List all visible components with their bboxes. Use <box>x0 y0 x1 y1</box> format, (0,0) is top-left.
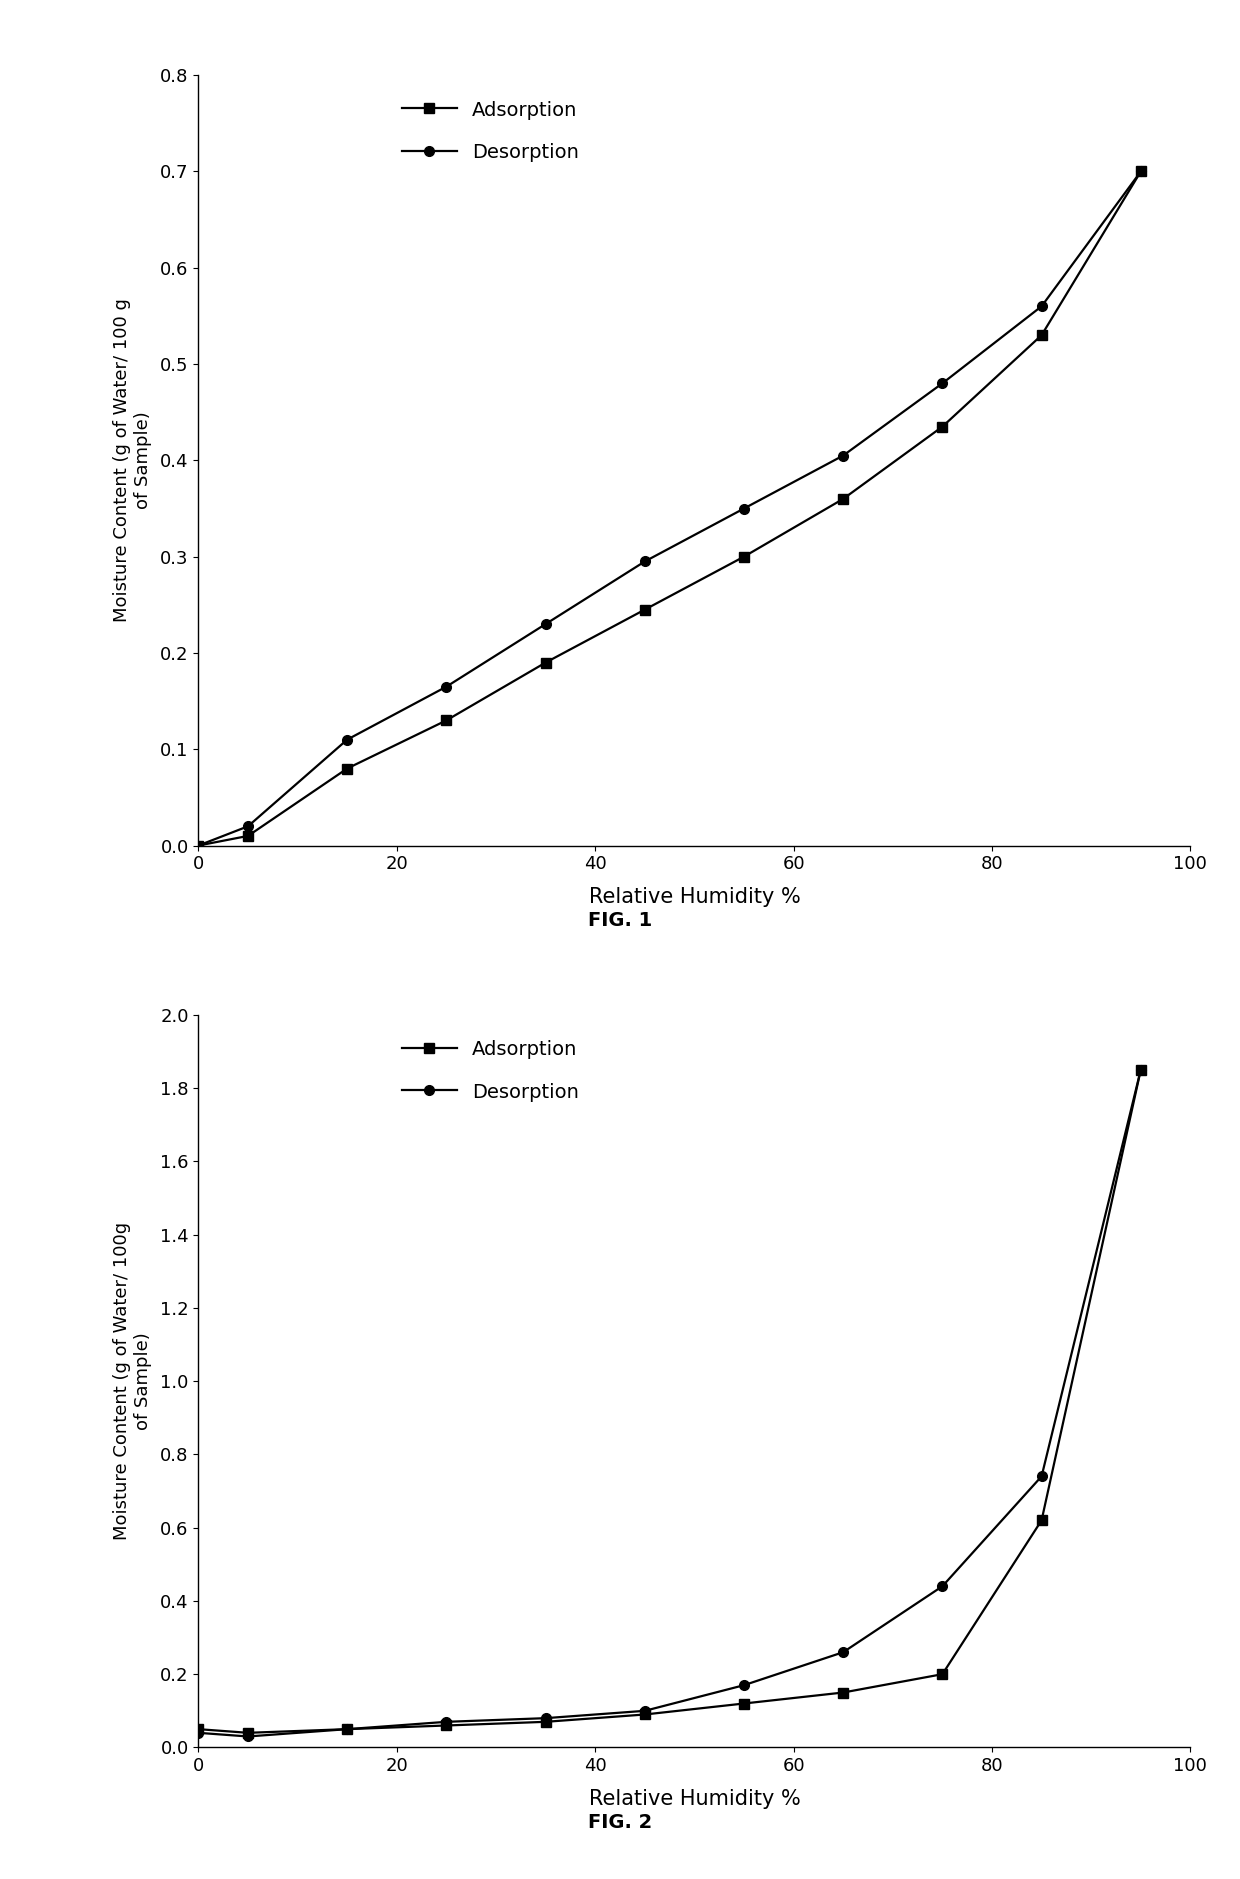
Adsorption <box>191 834 206 857</box>
Adsorption <box>191 1717 206 1740</box>
Desorption <box>637 551 652 573</box>
Adsorption <box>538 652 553 675</box>
Desorption <box>191 1721 206 1744</box>
Line: Desorption: Desorption <box>193 167 1146 851</box>
X-axis label: Relative Humidity %: Relative Humidity % <box>589 887 800 908</box>
Adsorption <box>637 598 652 620</box>
Adsorption <box>935 1663 950 1685</box>
Line: Adsorption: Adsorption <box>193 167 1146 851</box>
Adsorption <box>340 757 355 780</box>
Adsorption <box>340 1717 355 1740</box>
Adsorption <box>1034 1509 1049 1531</box>
Adsorption <box>241 825 255 847</box>
Desorption <box>439 675 454 697</box>
Adsorption <box>935 415 950 438</box>
Adsorption <box>439 1714 454 1736</box>
Adsorption <box>1034 323 1049 346</box>
Adsorption <box>538 1710 553 1732</box>
Adsorption <box>737 1693 751 1716</box>
Desorption <box>241 815 255 838</box>
Desorption <box>836 443 851 466</box>
Legend: Adsorption, Desorption: Adsorption, Desorption <box>387 85 595 179</box>
Legend: Adsorption, Desorption: Adsorption, Desorption <box>387 1024 595 1118</box>
Adsorption <box>637 1702 652 1725</box>
Desorption <box>538 1706 553 1729</box>
Desorption <box>637 1699 652 1721</box>
Desorption <box>538 613 553 635</box>
Adsorption <box>439 708 454 731</box>
Desorption <box>836 1640 851 1663</box>
Desorption <box>1034 295 1049 318</box>
Line: Desorption: Desorption <box>193 1065 1146 1742</box>
X-axis label: Relative Humidity %: Relative Humidity % <box>589 1789 800 1809</box>
Desorption <box>935 372 950 395</box>
Desorption <box>241 1725 255 1747</box>
Desorption <box>737 498 751 520</box>
Desorption <box>1133 1058 1148 1080</box>
Text: FIG. 2: FIG. 2 <box>588 1813 652 1832</box>
Desorption <box>935 1575 950 1597</box>
Line: Adsorption: Adsorption <box>193 1065 1146 1738</box>
Y-axis label: Moisture Content (g of Water/ 100g
of Sample): Moisture Content (g of Water/ 100g of Sa… <box>113 1221 151 1541</box>
Adsorption <box>1133 1058 1148 1080</box>
Adsorption <box>836 1682 851 1704</box>
Desorption <box>1034 1466 1049 1488</box>
Adsorption <box>241 1721 255 1744</box>
Desorption <box>340 729 355 752</box>
Desorption <box>340 1717 355 1740</box>
Adsorption <box>836 487 851 509</box>
Adsorption <box>1133 160 1148 182</box>
Y-axis label: Moisture Content (g of Water/ 100 g
of Sample): Moisture Content (g of Water/ 100 g of S… <box>113 299 151 622</box>
Desorption <box>737 1674 751 1697</box>
Desorption <box>191 834 206 857</box>
Desorption <box>1133 160 1148 182</box>
Text: FIG. 1: FIG. 1 <box>588 911 652 930</box>
Adsorption <box>737 545 751 567</box>
Desorption <box>439 1710 454 1732</box>
